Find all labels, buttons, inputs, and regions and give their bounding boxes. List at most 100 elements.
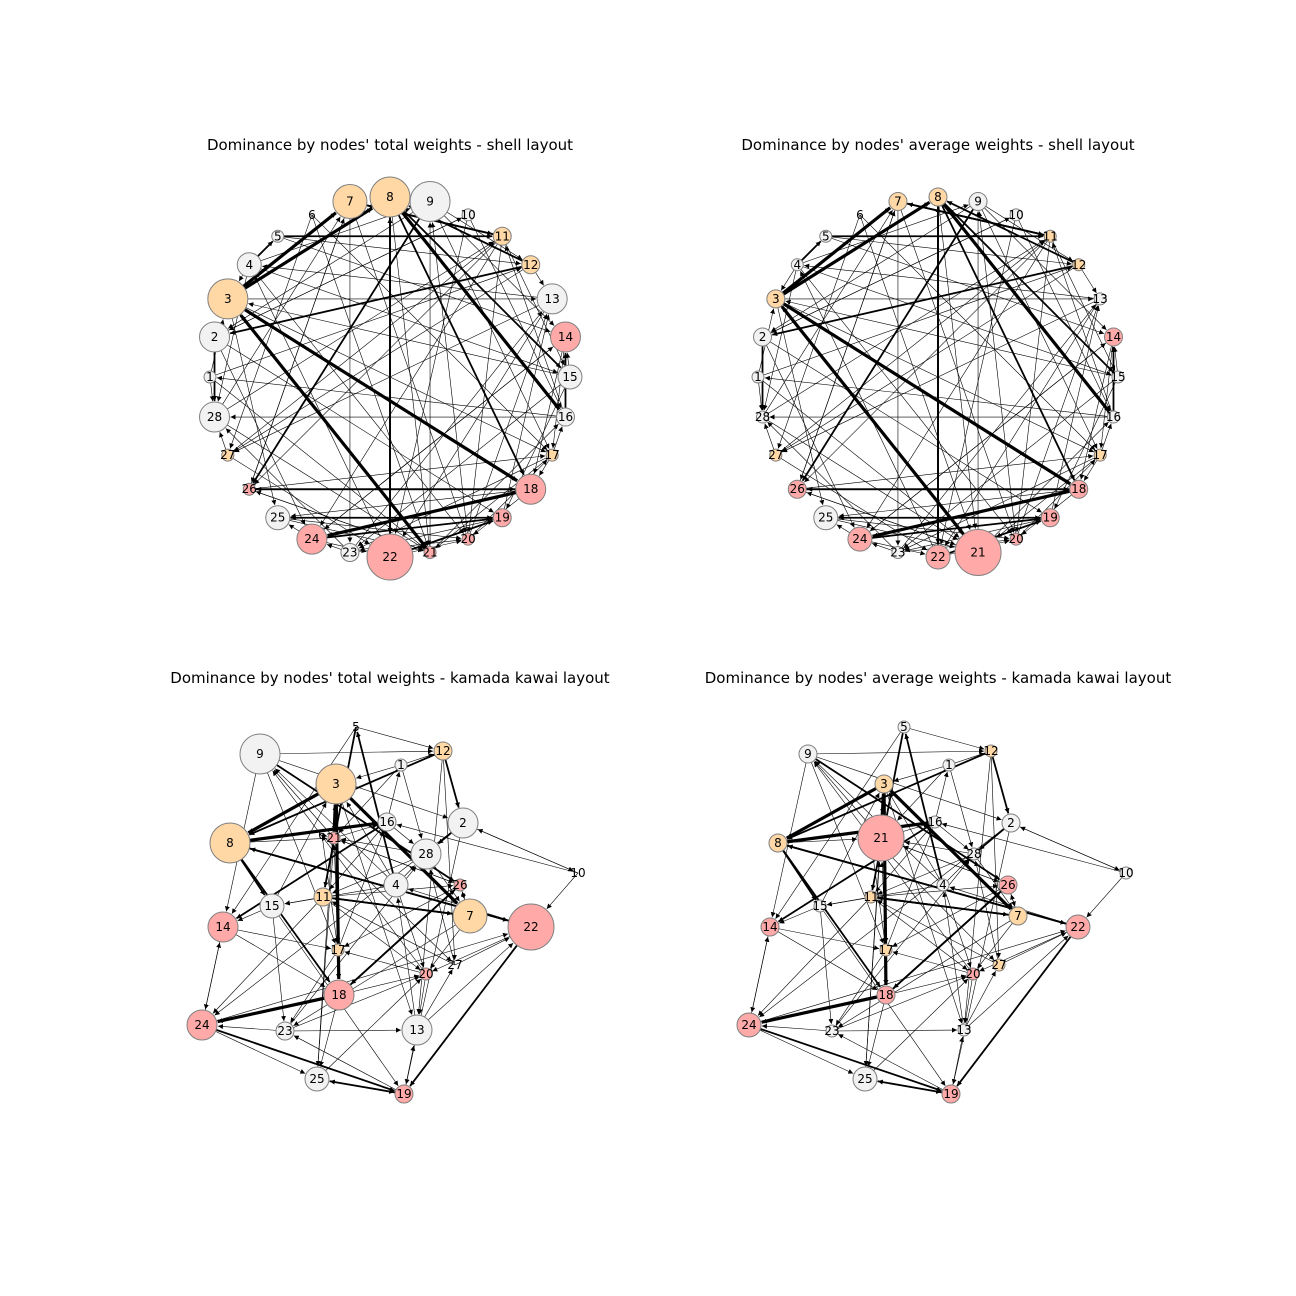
node-label: 25 [309, 1072, 324, 1086]
edge-28-21 [214, 416, 425, 550]
node-label: 23 [342, 545, 357, 559]
node-circle [332, 184, 368, 220]
node-label: 24 [304, 532, 319, 546]
node-3: 3 [874, 774, 894, 794]
node-label: 2 [759, 330, 767, 344]
node-11: 11 [313, 887, 333, 907]
edge-23-13 [831, 1027, 958, 1033]
edge-16-1 [764, 375, 1114, 418]
edge-24-22 [748, 929, 1066, 1026]
edge-22-4 [800, 270, 939, 558]
node-circle [1065, 914, 1091, 940]
node-circle [383, 872, 409, 898]
node-circle [453, 878, 467, 892]
node-circle [968, 192, 988, 212]
edge-19-23 [293, 1035, 405, 1095]
edge-10-2 [477, 829, 579, 874]
edge-layer [748, 726, 1127, 1095]
node-label: 6 [856, 208, 864, 222]
node-label: 27 [991, 958, 1006, 972]
node-15: 15 [557, 364, 583, 390]
edge-27-22 [998, 932, 1067, 966]
edge-13-22 [944, 298, 1101, 547]
node-2: 2 [753, 327, 773, 347]
edge-16-11 [504, 245, 566, 418]
node-circle [507, 903, 555, 951]
node-label: 23 [890, 545, 905, 559]
edge-25-21 [825, 517, 955, 549]
edge-15-23 [903, 376, 1119, 549]
node-label: 17 [1093, 448, 1108, 462]
node-circle [954, 528, 1002, 576]
edge-9-14 [770, 753, 809, 918]
node-label: 4 [939, 878, 947, 892]
edge-24-25 [748, 1024, 854, 1074]
node-label: 3 [224, 292, 232, 306]
node-label: 20 [965, 967, 980, 981]
node-circle [275, 1021, 295, 1041]
node-label: 26 [452, 878, 467, 892]
node-22: 22 [507, 903, 555, 951]
edge-28-11 [762, 239, 1045, 418]
node-label: 23 [277, 1024, 292, 1038]
node-label: 25 [818, 511, 833, 525]
node-circle [366, 533, 414, 581]
node-label: 2 [1007, 816, 1015, 830]
node-label: 13 [545, 292, 560, 306]
edge-11-7 [870, 896, 1009, 917]
node-circle [874, 774, 894, 794]
node-circle [1009, 208, 1023, 222]
edge-5-14 [775, 726, 905, 919]
node-label: 11 [1043, 229, 1058, 243]
edge-27-22 [227, 454, 370, 545]
edge-17-23 [904, 454, 1101, 550]
edge-26-17 [249, 453, 546, 490]
node-label: 15 [562, 370, 577, 384]
node-circle [1119, 866, 1133, 880]
node-label: 3 [880, 777, 888, 791]
node-17: 17 [330, 943, 345, 957]
edge-16-14 [777, 821, 936, 923]
edge-13-27 [963, 971, 996, 1031]
edge-15-3 [248, 302, 571, 378]
node-circle [1069, 479, 1089, 499]
edge-13-27 [234, 298, 553, 453]
edge-9-17 [807, 753, 884, 944]
node-label: 23 [824, 1024, 839, 1038]
edge-7-20 [977, 915, 1019, 969]
edge-4-20 [942, 884, 972, 968]
node-label: 16 [927, 815, 942, 829]
edge-4-9 [249, 207, 411, 266]
edge-20-13 [417, 973, 427, 1015]
edge-23-24 [217, 1024, 286, 1032]
edge-24-14 [311, 346, 554, 540]
node-label: 12 [435, 744, 450, 758]
node-label: 28 [966, 847, 981, 861]
node-2: 2 [199, 321, 231, 353]
node-25: 25 [304, 1066, 330, 1092]
edge-10-22 [939, 214, 1017, 545]
node-14: 14 [760, 917, 780, 937]
edge-3-8 [226, 206, 374, 301]
node-circle [847, 526, 873, 552]
edge-1-21 [338, 764, 402, 834]
edge-8-16 [388, 196, 561, 411]
node-circle [557, 364, 583, 390]
edge-3-7 [774, 206, 892, 301]
node-label: 26 [1000, 878, 1015, 892]
edge-19-13 [1049, 305, 1100, 518]
node-circle [813, 505, 839, 531]
node-label: 8 [386, 190, 394, 204]
node-9: 9 [798, 744, 818, 764]
node-circle [394, 1084, 414, 1104]
node-13: 13 [401, 1014, 433, 1046]
node-circle [515, 473, 547, 505]
edge-26-21 [797, 488, 956, 546]
node-20: 20 [460, 532, 475, 546]
edge-15-23 [271, 905, 286, 1022]
node-label: 15 [264, 899, 279, 913]
edge-23-28 [225, 428, 351, 553]
edge-3-25 [775, 298, 825, 506]
node-label: 9 [974, 195, 982, 209]
edge-23-28 [767, 421, 899, 553]
